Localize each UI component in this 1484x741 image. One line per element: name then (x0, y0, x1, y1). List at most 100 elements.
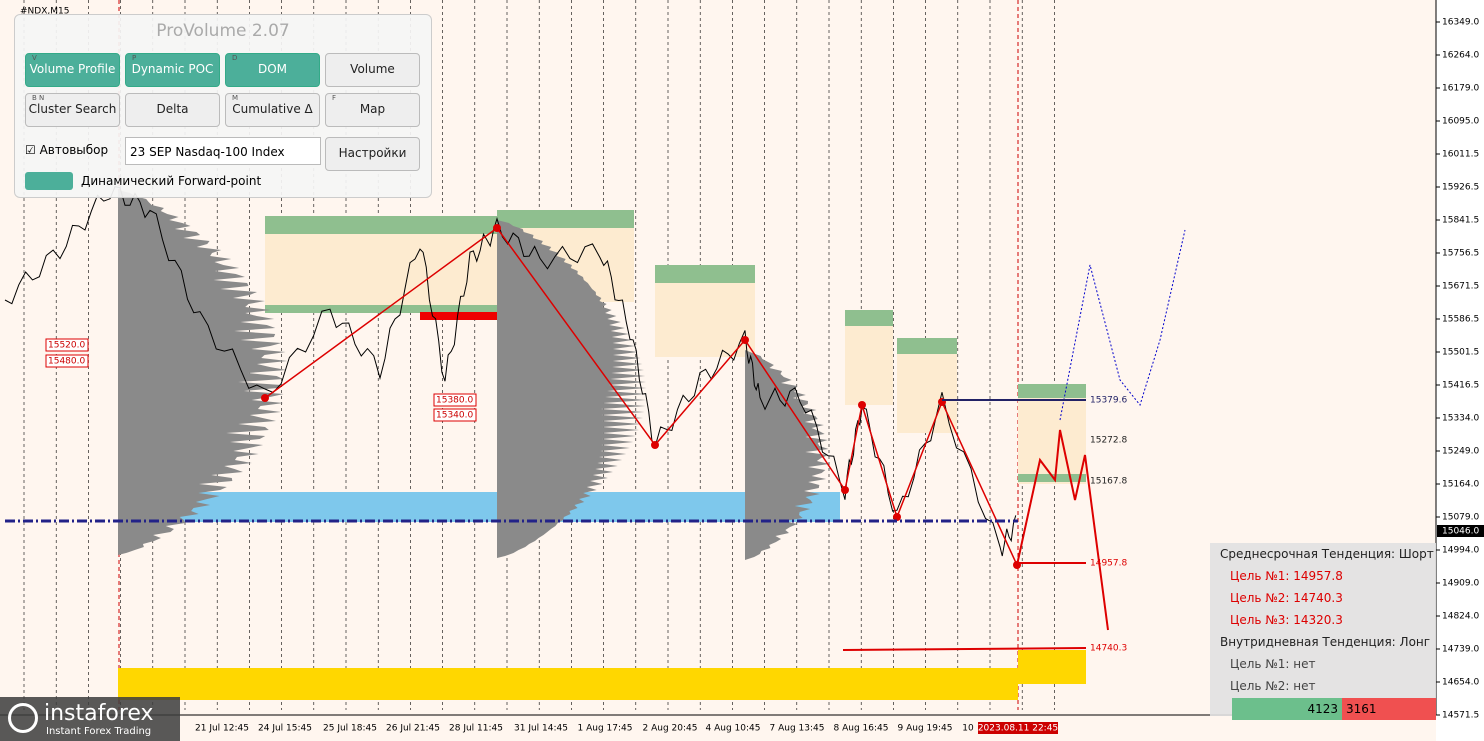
trend-panel: Среднесрочная Тенденция: Шорт Цель №1: 14… (1210, 543, 1436, 720)
support-zone (118, 668, 1018, 700)
trend-row: Среднесрочная Тенденция: Шорт (1220, 547, 1434, 561)
price-label: 15079.0 (1442, 513, 1479, 523)
forward-toggle[interactable] (25, 172, 73, 190)
level-label: 15480.0 (48, 357, 85, 367)
volume-profile (118, 190, 288, 555)
price-label: 14994.0 (1442, 546, 1479, 556)
current-price-box (1437, 525, 1484, 537)
logo-icon (8, 703, 38, 733)
auto-checkbox[interactable]: ☑ Автовыбор (25, 143, 109, 157)
level-label-box (433, 408, 477, 422)
toggle-button[interactable]: DOM D (225, 53, 320, 87)
button-label: Map (359, 102, 386, 116)
button-key: V (32, 54, 37, 62)
price-label: 16349.0 (1442, 18, 1479, 28)
forecast (1016, 429, 1109, 631)
price-label: 15756.5 (1442, 249, 1479, 259)
zone-top (1018, 384, 1086, 398)
settings-button[interactable]: Настройки (325, 137, 420, 171)
price-label: 14571.5 (1442, 711, 1479, 721)
price-label: 14654.0 (1442, 678, 1479, 688)
trend-row: Внутридневная Тенденция: Лонг (1220, 635, 1431, 649)
time-label: 10 (962, 724, 974, 734)
chart-layer (4, 0, 1186, 710)
symbol: #NDX,M15 (20, 7, 69, 17)
zone-top (845, 310, 893, 326)
level-label-box (433, 393, 477, 407)
level-label: 15520.0 (48, 341, 85, 351)
volume-profile (497, 220, 647, 558)
time-label: 21 Jul 12:45 (195, 724, 249, 734)
price-label: 15416.5 (1442, 381, 1479, 391)
target-line (842, 647, 1087, 651)
time-label: 7 Aug 13:45 (770, 724, 825, 734)
button-key: M (232, 94, 239, 102)
toggle-button[interactable]: Dynamic POC P (125, 53, 220, 87)
time-label: 26 Jul 21:45 (386, 724, 440, 734)
zone-top (497, 210, 634, 228)
logo-tagline: Instant Forex Trading (46, 726, 152, 737)
button-label: Dynamic POC (131, 62, 214, 76)
toggle-button[interactable]: Map F (325, 93, 420, 127)
time-label: 4 Aug 10:45 (706, 724, 761, 734)
toggle-button[interactable]: Volume (325, 53, 420, 87)
zone-top (655, 265, 755, 283)
instrument-select[interactable]: 23 SEP Nasdaq-100 Index (125, 137, 321, 165)
time-label: 9 Aug 19:45 (898, 724, 953, 734)
toggle-button[interactable]: Volume Profile V (25, 53, 120, 87)
price-label: 15671.5 (1442, 282, 1479, 292)
time-label: 2 Aug 20:45 (643, 724, 698, 734)
forward-label: Динамический Forward-point (81, 174, 262, 188)
trend-row: Цель №1: нет (1230, 657, 1316, 671)
button-key: F (332, 94, 337, 102)
price-label: 15164.0 (1442, 480, 1479, 490)
logo: instaforex Instant Forex Trading (0, 697, 180, 741)
pivot (493, 224, 501, 232)
forward-path (1059, 229, 1186, 421)
level-label: 15167.8 (1090, 477, 1127, 487)
price-label: 14824.0 (1442, 612, 1479, 622)
time-label: 25 Jul 18:45 (323, 724, 377, 734)
trend-row: Цель №2: 14740.3 (1230, 591, 1343, 605)
time-label: 28 Jul 11:45 (449, 724, 503, 734)
button-key: B N (32, 94, 45, 102)
price-axis-bg (1436, 0, 1484, 741)
toggle-button[interactable]: Delta (125, 93, 220, 127)
time-label: 1 Aug 17:45 (578, 724, 633, 734)
price-label: 16011.5 (1442, 150, 1479, 160)
pivot (261, 394, 269, 402)
level-label-box (45, 354, 89, 368)
provolume-panel: ProVolume 2.07 Volume Profile V Dynamic PO… (14, 14, 432, 198)
price-label: 15586.5 (1442, 315, 1479, 325)
trend-row: Цель №1: 14957.8 (1230, 569, 1343, 583)
zone-top (265, 216, 497, 234)
counter-bar: 4123 3161 (1222, 698, 1436, 720)
level-label: 15379.6 (1090, 396, 1127, 406)
buy-count: 4123 (1232, 698, 1342, 720)
button-label: Delta (156, 102, 189, 116)
logo-brand: instaforex (44, 701, 154, 726)
price-label: 14739.0 (1442, 645, 1479, 655)
price-line (4, 186, 1017, 557)
volume-profile (745, 350, 830, 560)
button-key: D (232, 54, 238, 62)
sell-count: 3161 (1342, 698, 1436, 720)
toggle-button[interactable]: Cluster Search B N (25, 93, 120, 127)
zone-bottom (265, 305, 497, 313)
panel-title: ProVolume 2.07 (156, 21, 290, 41)
support-zone (1018, 650, 1086, 684)
level-label: 15380.0 (436, 396, 473, 406)
level-label: 15340.0 (436, 411, 473, 421)
price-label: 16179.0 (1442, 84, 1479, 94)
pivot (841, 486, 849, 494)
trend-row: Цель №2: нет (1230, 679, 1316, 693)
pivot (893, 513, 901, 521)
checkbox-label: Автовыбор (39, 143, 109, 157)
time-label: 2023.08.11 22:45 (978, 724, 1058, 734)
button-label: Volume (350, 62, 395, 76)
time-label: 31 Jul 14:45 (514, 724, 568, 734)
price-label: 15249.0 (1442, 447, 1479, 457)
pivot (741, 336, 749, 344)
